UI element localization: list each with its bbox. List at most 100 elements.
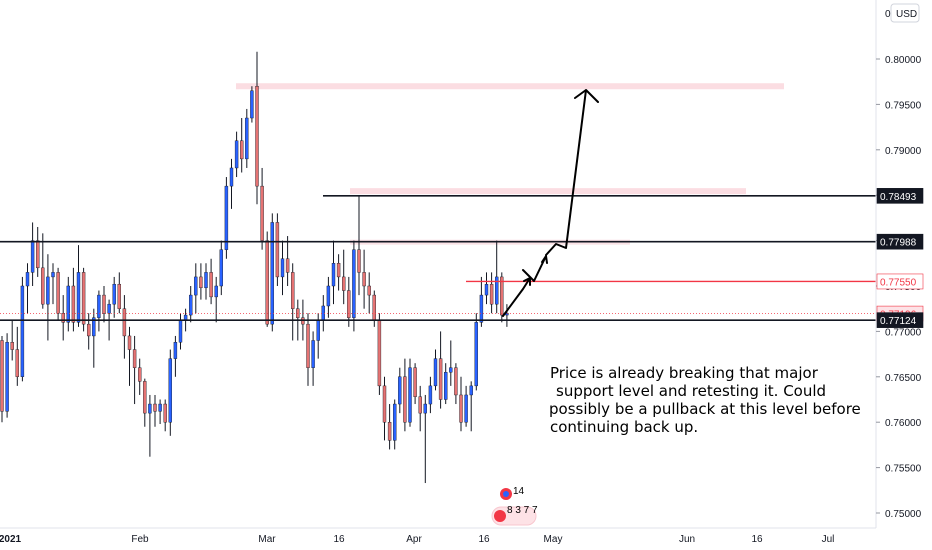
- events-badge[interactable]: 14 8 3 7 7: [491, 486, 538, 526]
- candle-body: [107, 303, 111, 314]
- annotation-line: possibly be a pullback at this level bef…: [549, 400, 861, 418]
- candle-body: [311, 340, 315, 368]
- candle-body: [382, 385, 387, 423]
- candle-body: [234, 140, 239, 169]
- currency-button[interactable]: [890, 3, 920, 23]
- candle-body: [265, 240, 269, 325]
- price-tick-label: 0.76500: [885, 373, 922, 384]
- level-price-label-box: [876, 273, 924, 290]
- candle-body: [163, 403, 167, 423]
- candle-body: [76, 272, 81, 323]
- candle-body: [469, 385, 473, 396]
- candle-body: [137, 367, 142, 382]
- candle-body: [393, 403, 397, 441]
- candle-body: [20, 285, 25, 378]
- candle-body: [178, 320, 183, 343]
- candle-body: [372, 294, 376, 321]
- candle-body: [367, 285, 371, 296]
- event-count: 14: [513, 486, 525, 497]
- candle-body: [423, 403, 427, 414]
- candle-body: [127, 335, 132, 350]
- price-tick-label: 0.75000: [885, 509, 922, 520]
- time-tick-label: 16: [333, 534, 345, 545]
- candle-body: [377, 320, 382, 387]
- currency-label: USD: [896, 9, 917, 20]
- candle-body: [219, 249, 224, 287]
- candle-body: [46, 276, 50, 305]
- candle-body: [199, 276, 203, 289]
- candle-body: [173, 342, 178, 359]
- candle-body: [168, 358, 173, 423]
- candle-body: [66, 285, 71, 323]
- candle-body: [86, 323, 91, 337]
- level-price-label: 0.77124: [880, 316, 917, 327]
- candles: [0, 51, 509, 484]
- candle-body: [153, 403, 157, 412]
- candle-body: [301, 317, 305, 325]
- candle-body: [51, 272, 55, 278]
- candle-body: [403, 376, 407, 423]
- candle-body: [102, 294, 106, 314]
- time-tick-label: Mar: [258, 534, 276, 545]
- candle-body: [362, 272, 366, 287]
- flag-icon-inner: [503, 491, 509, 497]
- candle-body: [229, 167, 234, 187]
- annotation-text: Price is already breaking that major supp…: [549, 364, 861, 436]
- level-price-label-box: [876, 312, 924, 328]
- annotation-line: continuing back up.: [550, 418, 698, 436]
- candle-body: [15, 349, 20, 377]
- candle-body: [408, 367, 412, 423]
- candle-body: [387, 422, 392, 441]
- candle-body: [41, 267, 45, 305]
- time-tick-label: Apr: [406, 534, 422, 545]
- candle-body: [336, 263, 341, 278]
- candle-body: [479, 294, 484, 323]
- candle-body: [250, 90, 254, 119]
- level-price-label: 0.77988: [880, 238, 917, 249]
- level-price-label: 0.77550: [880, 277, 917, 288]
- candle-body: [158, 403, 162, 412]
- candle-body: [245, 117, 249, 160]
- candle-body: [97, 294, 101, 318]
- candle-body: [132, 349, 137, 368]
- flag-icon: [494, 510, 506, 522]
- highlight-zones: [236, 83, 784, 245]
- drawn-arrows: [502, 89, 599, 317]
- candle-body: [224, 185, 229, 250]
- candle-body: [260, 185, 264, 241]
- candle-body: [10, 342, 14, 350]
- event-digits: 8 3 7 7: [507, 505, 538, 516]
- candle-body: [285, 258, 290, 273]
- candle-body: [316, 320, 320, 341]
- time-tick-label: Jul: [822, 534, 835, 545]
- candle-body: [347, 290, 351, 318]
- candle-body: [25, 272, 30, 287]
- candle-body: [214, 285, 218, 298]
- price-axis[interactable]: 0.800000.795000.790000.785000.780000.775…: [0, 0, 924, 529]
- candle-body: [112, 283, 116, 305]
- candle-body: [194, 276, 198, 296]
- candle-body: [464, 394, 468, 423]
- candle-body: [428, 385, 433, 405]
- candle-body: [342, 276, 346, 291]
- candle-body: [418, 396, 422, 414]
- candle-body: [413, 367, 417, 397]
- level-price-label-box: [876, 188, 924, 204]
- price-tick-label: 0: [885, 9, 891, 20]
- candle-body: [500, 276, 504, 316]
- candle-body: [291, 272, 295, 309]
- candle-body: [122, 308, 127, 337]
- candle-body: [61, 313, 65, 323]
- candle-body: [495, 276, 499, 305]
- price-tick-label: 0.75500: [885, 464, 922, 475]
- time-tick-label: 16: [478, 534, 490, 545]
- time-axis[interactable]: 2021 Feb Mar 16 Apr 16 May Jun 16 Jul: [0, 534, 834, 545]
- level-lines: [0, 195, 876, 321]
- candle-body: [438, 358, 443, 400]
- candle-body: [239, 140, 244, 160]
- time-tick-label: May: [544, 534, 563, 545]
- candle-body: [444, 372, 448, 400]
- candle-body: [474, 322, 478, 387]
- candle-body: [81, 272, 86, 325]
